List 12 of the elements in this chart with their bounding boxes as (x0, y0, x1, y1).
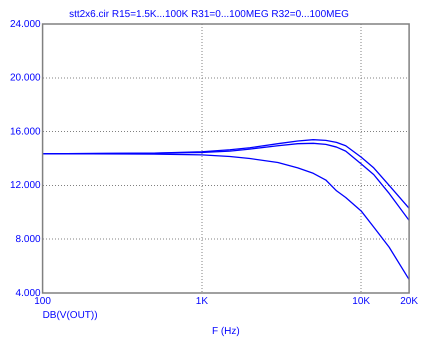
y-tick-label: 24.000 (10, 18, 42, 30)
x-tick-label: 20K (400, 296, 418, 307)
chart-title: stt2x6.cir R15=1.5K...100K R31=0...100MEG R32=0...100MEG (69, 8, 350, 20)
x-tick-label: 1K (196, 296, 208, 307)
x-tick-label: 10K (352, 296, 370, 307)
x-tick-label: 100 (34, 296, 52, 307)
y-tick-label: 8.000 (16, 234, 42, 245)
text: DB(V(OUT)) (42, 310, 98, 321)
y-tick-label: 20.000 (10, 72, 42, 84)
x-axis-title: F (Hz) (212, 326, 240, 337)
y-tick-label: 16.000 (10, 126, 42, 138)
y-tick-label: 12.000 (10, 180, 42, 192)
